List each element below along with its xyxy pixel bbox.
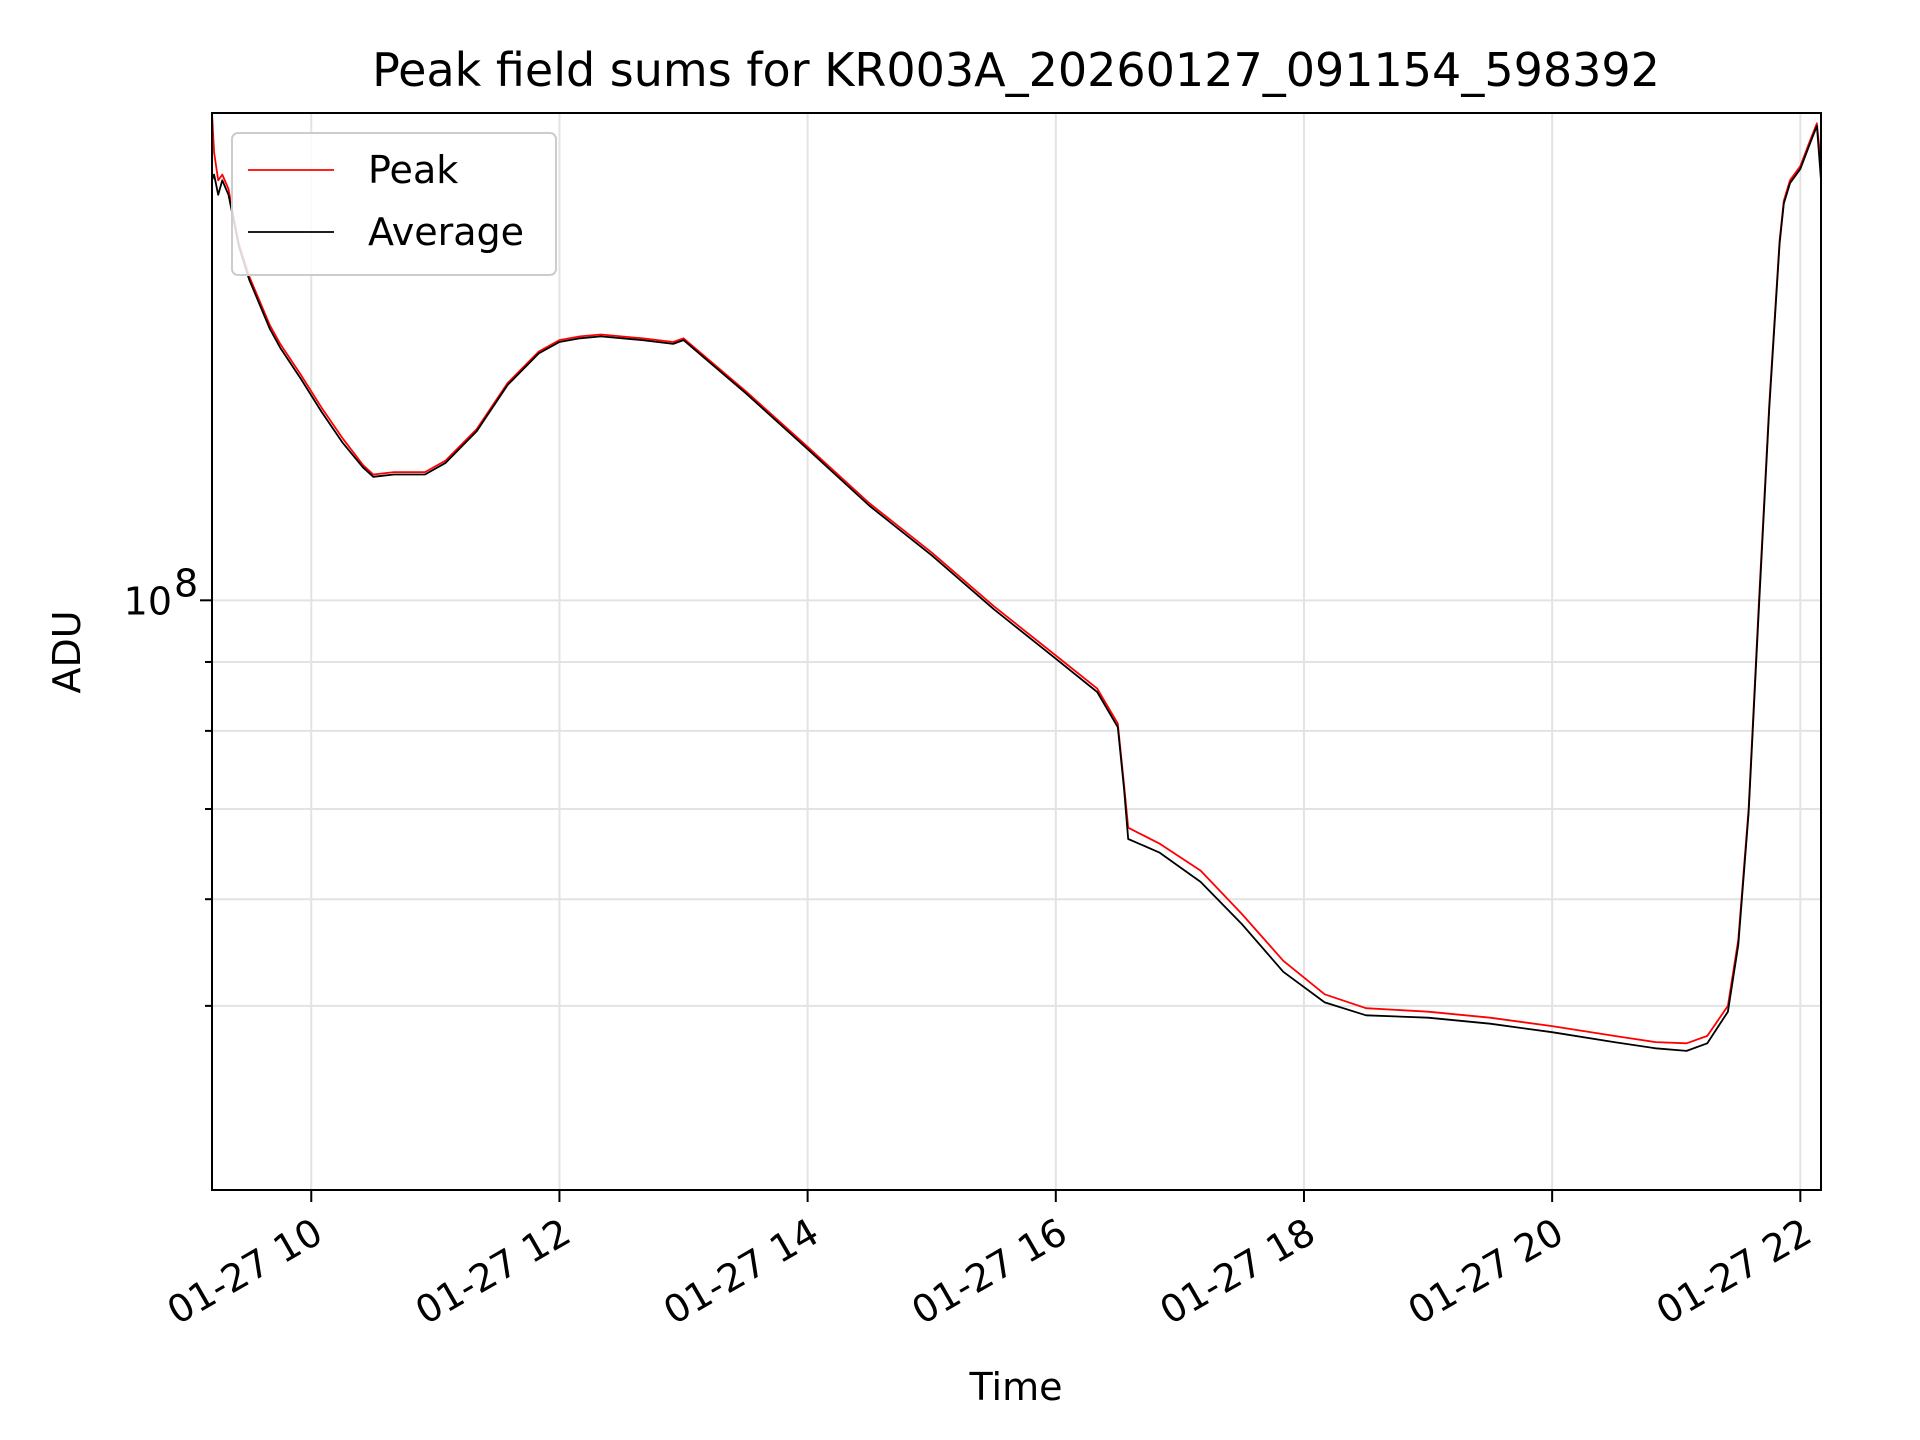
x-axis-label: Time	[969, 1365, 1063, 1409]
legend-box	[231, 132, 557, 276]
legend-label-peak: Peak	[368, 148, 458, 192]
series-lines	[212, 113, 1821, 1052]
series-line-average	[212, 125, 1821, 1052]
y-tick-exponent: 8	[174, 561, 198, 605]
y-axis-ticks: 10 8	[124, 561, 212, 1007]
y-axis-label: ADU	[45, 610, 89, 693]
legend: Peak Average	[231, 132, 557, 276]
chart-title: Peak field sums for KR003A_20260127_0911…	[372, 43, 1660, 97]
grid	[212, 113, 1821, 1190]
plot-frame	[211, 112, 1822, 1191]
y-tick-label: 10	[124, 579, 172, 623]
legend-label-average: Average	[368, 210, 524, 254]
